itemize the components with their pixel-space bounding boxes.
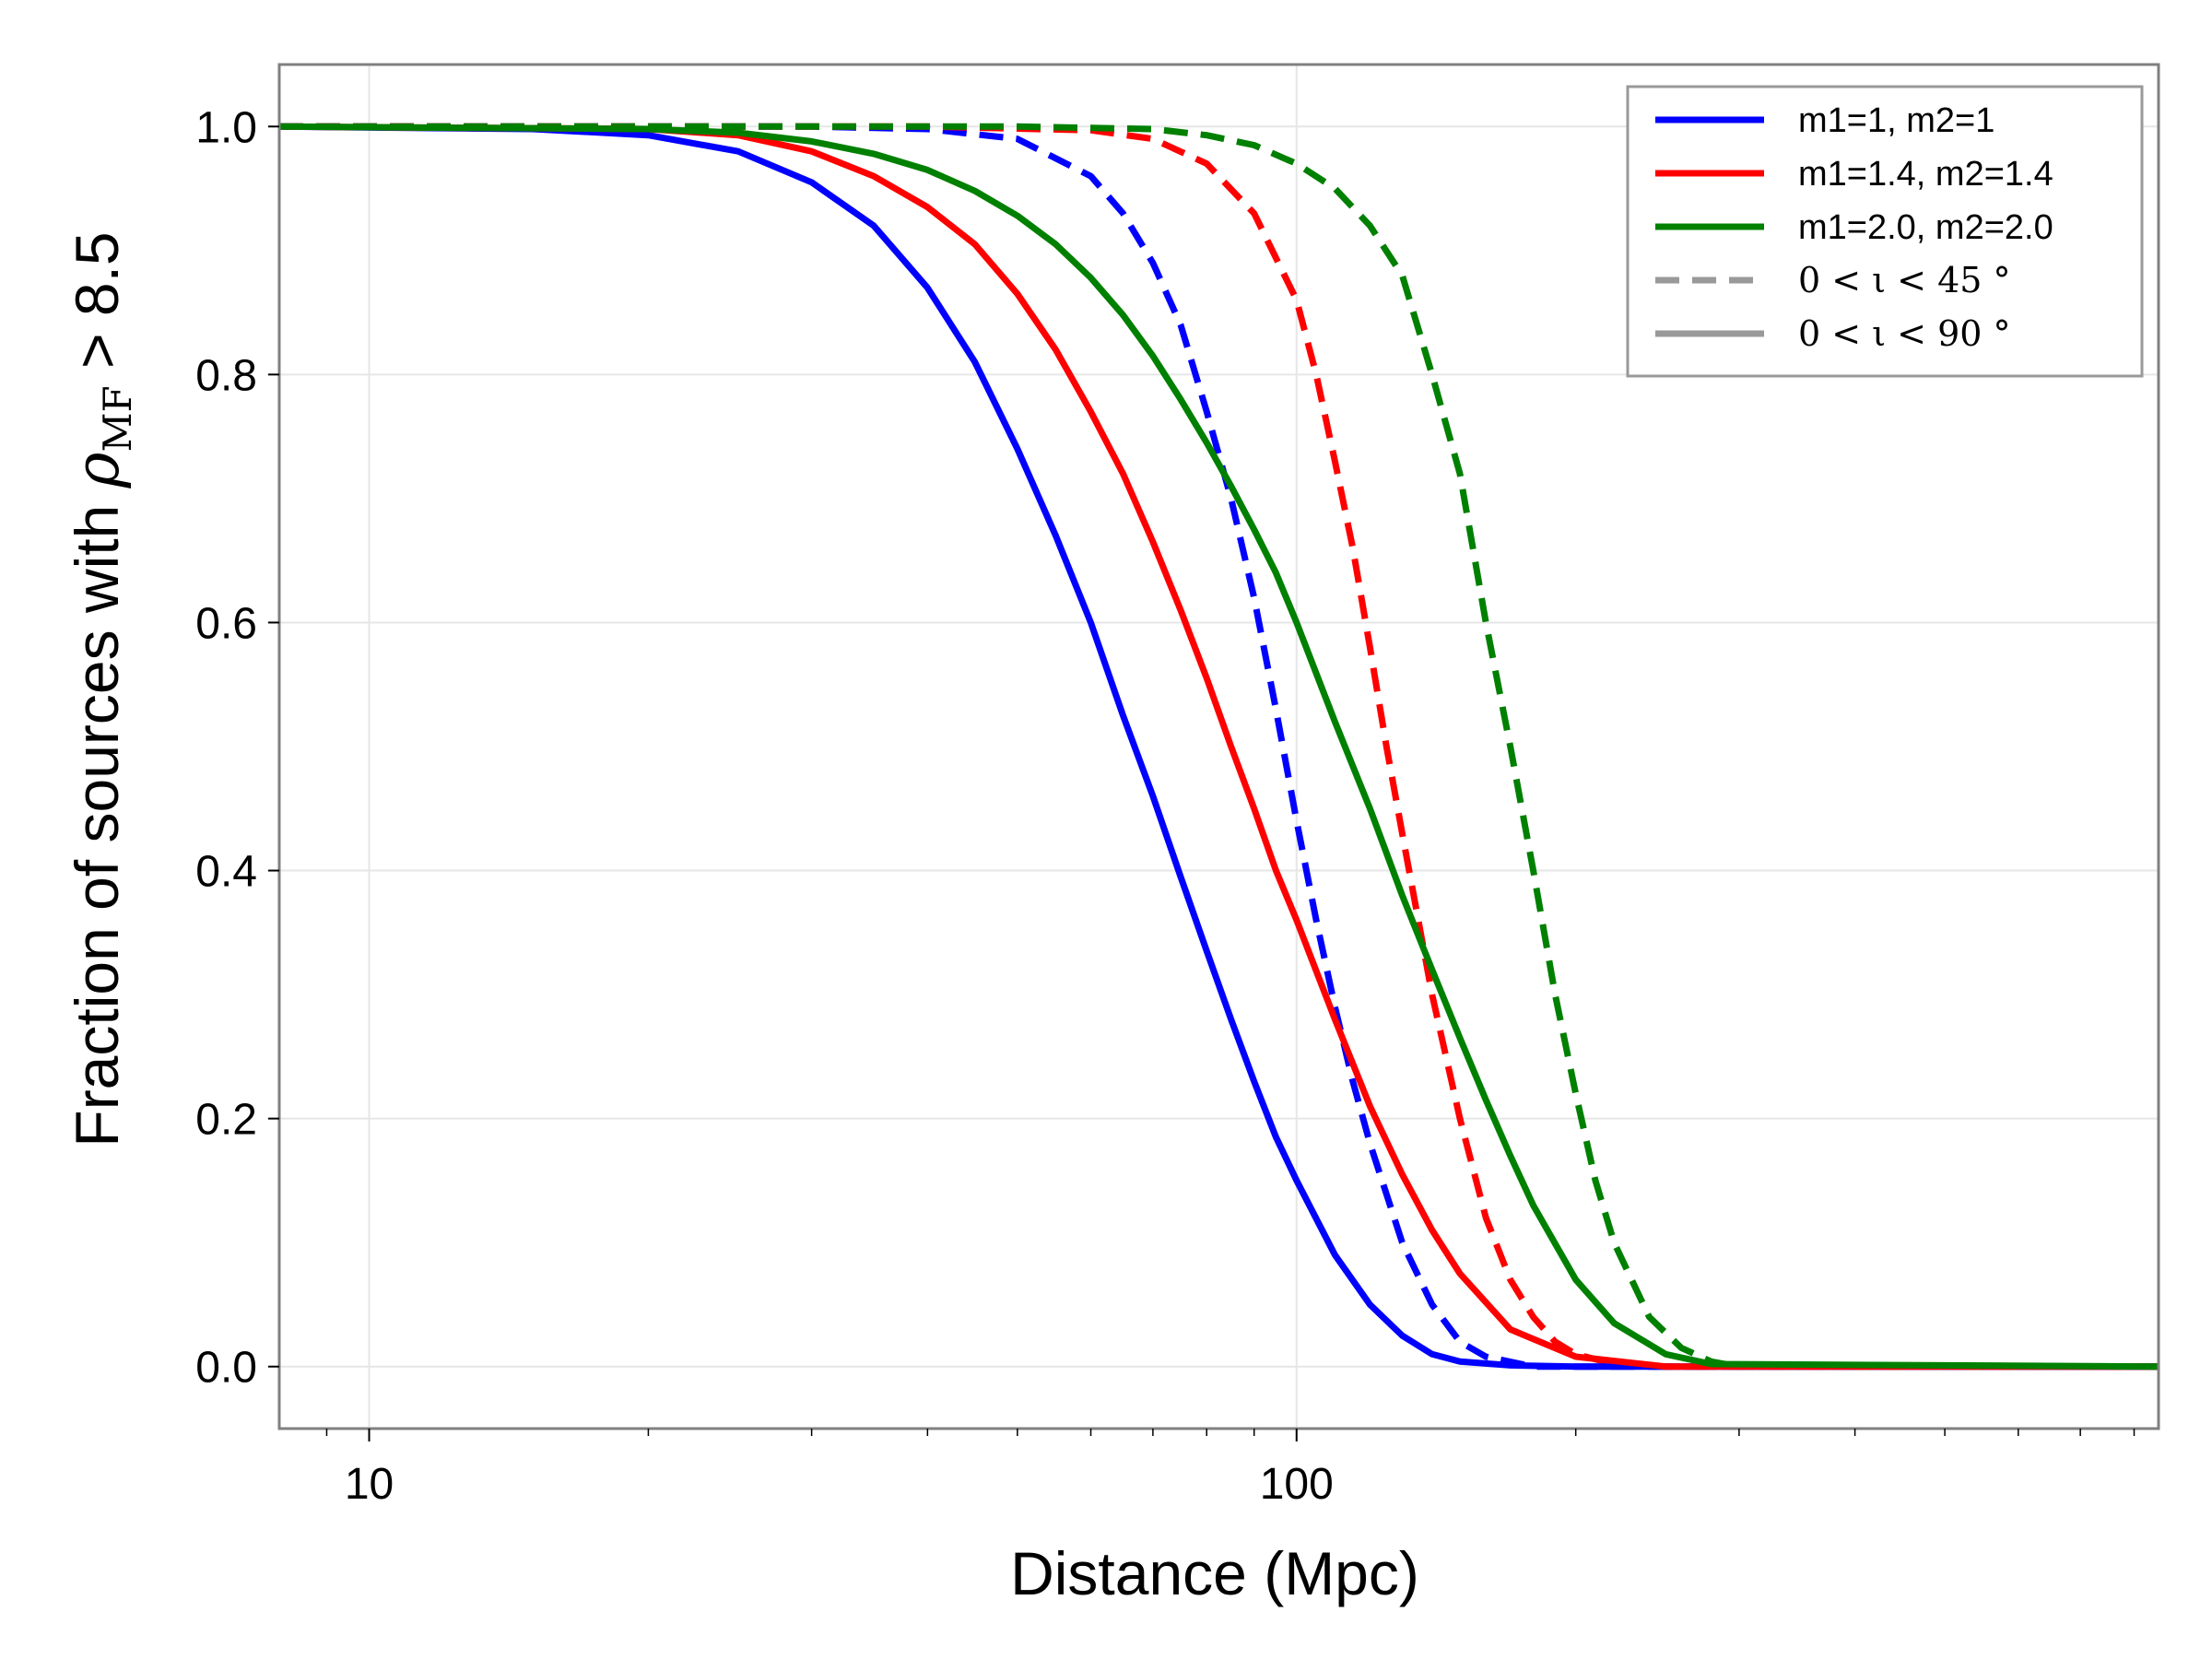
y-tick-label: 0.6 [195, 599, 257, 648]
legend-label: 0 < ι < 90 ° [1798, 313, 2011, 354]
x-tick-label: 10 [345, 1460, 394, 1509]
legend-label: m1=1.4, m2=1.4 [1798, 155, 2053, 194]
legend-label: m1=1, m2=1 [1798, 101, 1994, 140]
series-line [279, 123, 2159, 1371]
x-axis-label: Distance (Mpc) [1010, 1539, 1419, 1607]
y-tick-label: 0.8 [195, 351, 257, 400]
y-tick-label: 0.0 [195, 1344, 257, 1393]
y-axis-label-suffix: > 8.5 [63, 231, 131, 385]
legend: m1=1, m2=1 m1=1.4, m2=1.4 m1=2.0, m2=2.0 0 … [1626, 85, 2144, 378]
series-line [278, 123, 2159, 1371]
legend-label: 0 < ι < 45 ° [1798, 260, 2011, 300]
series-line [279, 123, 2159, 1371]
grid [279, 65, 2159, 1429]
y-axis: 0.0 0.2 0.4 0.6 0.8 1.0 [195, 103, 279, 1393]
x-axis: 10 100 [325, 1429, 2136, 1509]
y-tick-label: 0.4 [195, 848, 257, 897]
legend-label: m1=2.0, m2=2.0 [1798, 208, 2053, 247]
plot-frame [277, 63, 2160, 1430]
series-layer [278, 123, 2159, 1371]
y-axis-label-subscript: MF [95, 385, 140, 452]
series-line [279, 123, 2159, 1371]
y-axis-label: Fraction of sources with ρMF > 8.5 [62, 231, 140, 1147]
y-axis-label-prefix: Fraction of sources with [63, 488, 131, 1147]
y-axis-label-rho: ρ [62, 452, 133, 488]
x-tick-label: 100 [1260, 1460, 1334, 1509]
y-tick-label: 0.2 [195, 1096, 257, 1145]
legend-box [1626, 85, 2144, 378]
series-line [278, 123, 2159, 1371]
y-tick-label: 1.0 [195, 103, 257, 152]
series-line [278, 123, 2159, 1371]
